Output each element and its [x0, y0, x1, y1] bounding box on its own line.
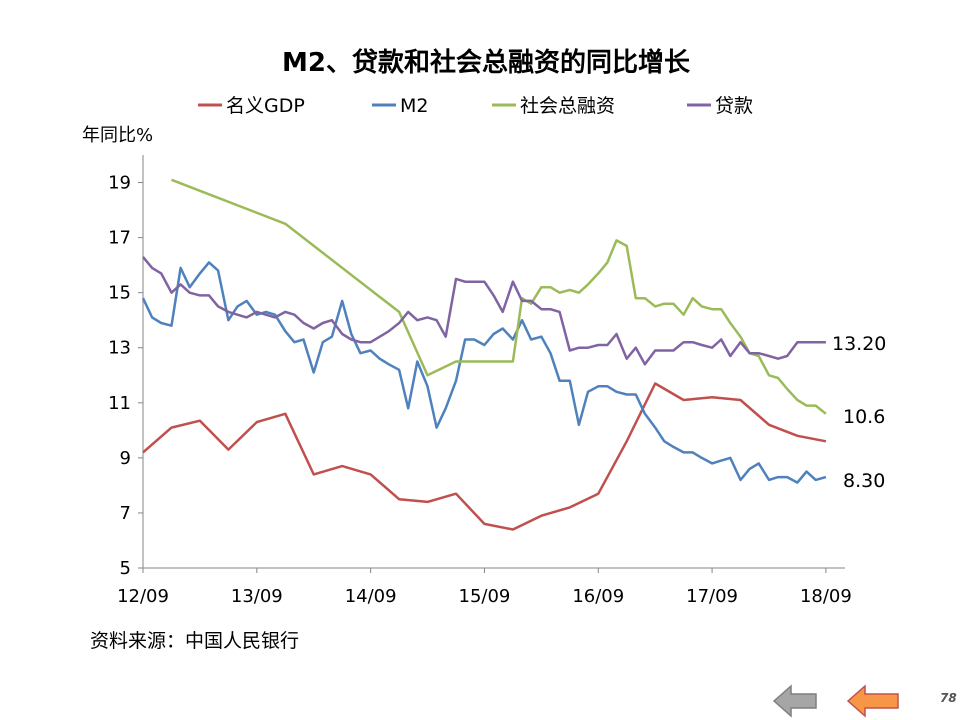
series-line — [142, 256, 826, 366]
end-value-label: 10.6 — [843, 406, 885, 428]
series-line — [142, 382, 827, 531]
series-line — [141, 261, 827, 484]
next-page-button[interactable] — [846, 684, 902, 720]
axes: 5 7 9 11 13 15 17 19 12/09 13/09 14/09 15/09 16/09 17… — [108, 155, 852, 607]
end-value-label: 13.20 — [832, 333, 886, 355]
end-value-label: 8.30 — [843, 470, 885, 492]
series-layer — [141, 178, 827, 531]
legend-label: 名义GDP — [226, 95, 305, 117]
legend-label: 贷款 — [715, 95, 753, 117]
x-tick-label: 18/09 — [800, 586, 852, 607]
y-tick-label: 7 — [120, 503, 131, 524]
y-tick-label: 19 — [108, 173, 131, 194]
legend-label: 社会总融资 — [520, 95, 615, 117]
x-tick-label: 12/09 — [117, 586, 169, 607]
y-tick-label: 11 — [108, 393, 131, 414]
x-tick-label: 15/09 — [459, 586, 511, 607]
y-tick-label: 5 — [120, 558, 131, 579]
x-tick-label: 13/09 — [231, 586, 283, 607]
chart-title: M2、贷款和社会总融资的同比增长 — [282, 47, 691, 78]
page-number: 78 — [940, 691, 957, 705]
x-tick-label: 14/09 — [345, 586, 397, 607]
y-tick-label: 15 — [108, 283, 131, 304]
y-tick-label: 9 — [120, 448, 131, 469]
x-tick-label: 16/09 — [572, 586, 624, 607]
left-arrow-icon — [846, 684, 899, 718]
previous-page-button[interactable] — [772, 684, 828, 720]
x-tick-label: 17/09 — [686, 586, 738, 607]
legend: 名义GDP M2 社会总融资 贷款 — [198, 95, 753, 117]
series-line — [171, 178, 827, 415]
y-tick-label: 17 — [108, 228, 131, 249]
y-tick-label: 13 — [108, 338, 131, 359]
y-axis-label: 年同比% — [82, 125, 153, 146]
annotation-layer: 13.20 10.6 8.30 — [832, 333, 886, 492]
left-arrow-icon — [772, 684, 817, 718]
legend-label: M2 — [400, 95, 428, 117]
source-note: 资料来源：中国人民银行 — [90, 630, 300, 652]
